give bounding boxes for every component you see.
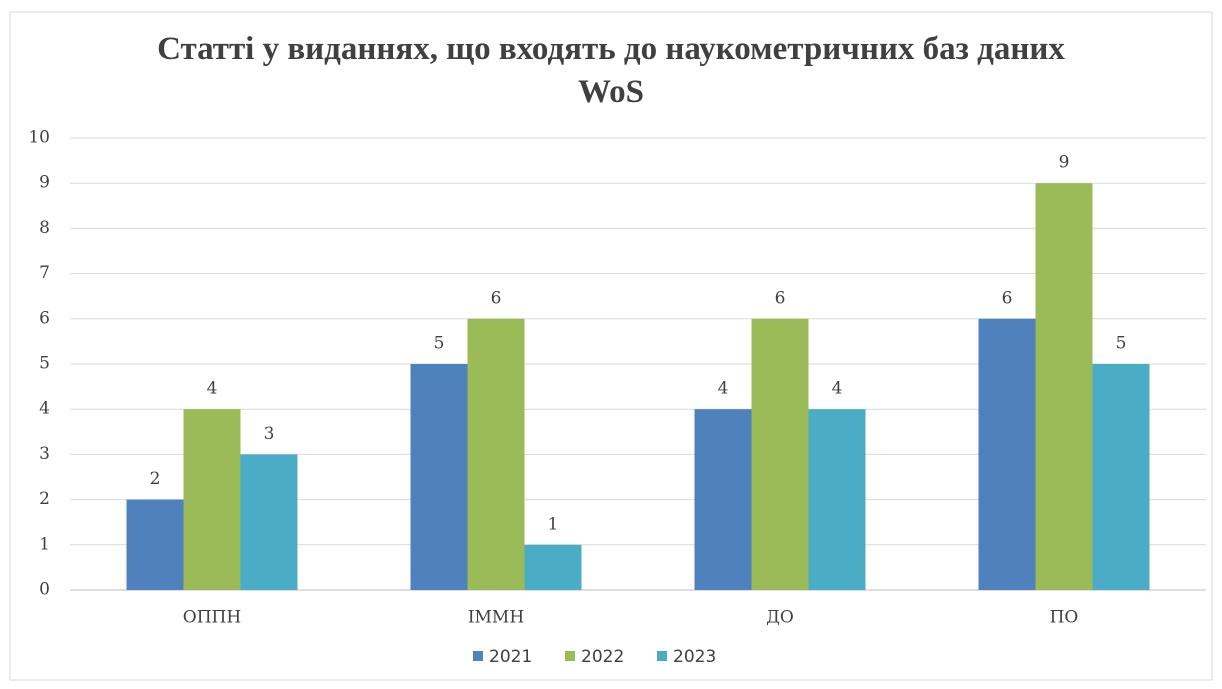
data-label: 1 [548,514,559,534]
data-label: 5 [1116,334,1127,354]
data-label: 4 [718,379,729,399]
bar [126,499,184,590]
y-tick-label: 8 [39,218,50,238]
data-label: 3 [264,424,275,444]
legend-swatch [565,651,575,661]
data-label: 6 [491,288,502,308]
legend-label: 2023 [673,647,716,667]
y-tick-label: 0 [39,580,50,600]
bar [240,454,298,590]
bar [808,409,866,590]
x-tick-label: ОППН [183,608,241,628]
bar [694,409,752,590]
bar [1092,364,1150,590]
legend-swatch [473,651,483,661]
y-tick-label: 7 [39,263,50,283]
bar [978,318,1036,590]
bar [183,409,241,590]
bar [410,364,468,590]
y-tick-label: 5 [39,354,50,374]
legend-label: 2022 [581,647,624,667]
bar [751,318,809,590]
x-tick-label: ПО [1050,608,1079,628]
bar [467,318,525,590]
legend-label: 2021 [489,647,532,667]
data-label: 9 [1059,153,1070,173]
data-label: 5 [434,334,445,354]
data-label: 4 [832,379,843,399]
bar [524,544,582,590]
y-tick-label: 10 [28,128,50,148]
data-label: 6 [1002,288,1013,308]
data-label: 6 [775,288,786,308]
y-tick-label: 6 [39,308,50,328]
chart-title: Статті у виданнях, що входять до наукоме… [157,31,1065,110]
y-tick-label: 4 [39,399,50,419]
y-tick-label: 9 [39,173,50,193]
x-tick-label: ДО [766,608,794,628]
y-tick-label: 1 [39,534,50,554]
x-tick-label: ІММН [468,608,524,628]
legend-swatch [657,651,667,661]
y-tick-label: 3 [39,444,50,464]
y-tick-label: 2 [39,489,50,509]
data-label: 2 [150,469,161,489]
data-label: 4 [207,379,218,399]
bar [1035,183,1093,590]
